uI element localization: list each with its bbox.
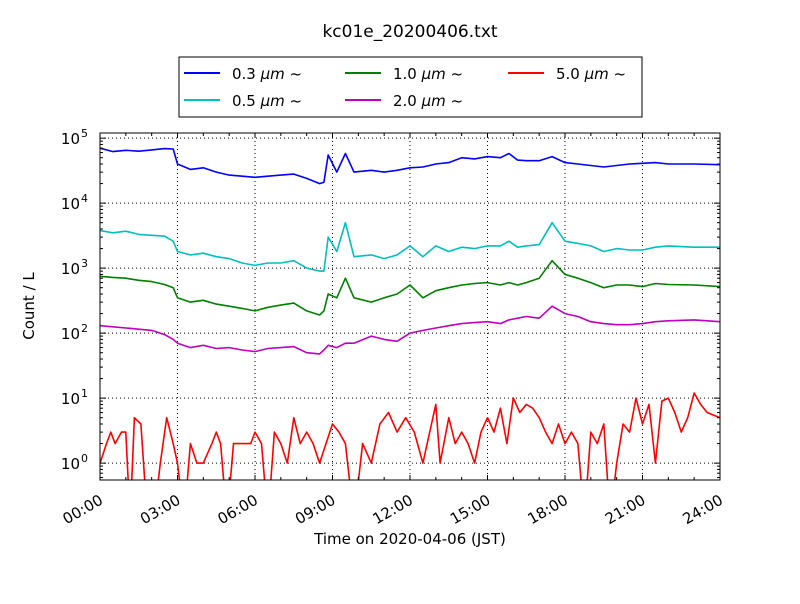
- y-tick-base: 10: [61, 455, 80, 473]
- legend-frame: [178, 56, 643, 118]
- legend-label-prefix: 1.0: [393, 65, 422, 83]
- legend: 0.3 μm ~0.5 μm ~1.0 μm ~2.0 μm ~5.0 μm ~: [178, 56, 643, 118]
- legend-label-suffix: ~: [446, 92, 463, 110]
- axis-ticks: [99, 133, 721, 480]
- y-tick-label: 10: [61, 260, 80, 278]
- x-axis-label: Time on 2020-04-06 (JST): [313, 530, 506, 548]
- legend-label-1: 0.5 μm ~: [232, 92, 302, 110]
- legend-label-2: 1.0 μm ~: [393, 65, 463, 83]
- legend-label-unit: μm: [584, 65, 609, 83]
- y-tick-label: 10: [61, 325, 80, 343]
- y-tick-label: 10: [61, 130, 80, 148]
- y-tick-exponent: 4: [81, 192, 88, 205]
- series-line-0: [100, 147, 720, 185]
- y-tick-base: 10: [61, 325, 80, 343]
- y-tick-exponent: 0: [81, 452, 88, 465]
- y-axis-label: Count / L: [20, 272, 38, 340]
- legend-label-suffix: ~: [285, 65, 302, 83]
- legend-label-unit: μm: [260, 92, 285, 110]
- y-tick-label: 10: [61, 390, 80, 408]
- chart-title: kc01e_20200406.txt: [322, 22, 497, 42]
- series-lines: [100, 147, 720, 480]
- y-tick-label: 10: [61, 195, 80, 213]
- y-tick-exponent: 5: [81, 127, 88, 140]
- series-line-4: [100, 392, 720, 480]
- legend-label-suffix: ~: [609, 65, 626, 83]
- y-tick-exponent: 2: [81, 322, 88, 335]
- y-tick-base: 10: [61, 195, 80, 213]
- series-line-3: [100, 305, 720, 355]
- legend-label-prefix: 5.0: [556, 65, 585, 83]
- y-tick-base: 10: [61, 130, 80, 148]
- legend-label-0: 0.3 μm ~: [232, 65, 302, 83]
- legend-label-prefix: 0.3: [232, 65, 261, 83]
- y-tick-label: 10: [61, 455, 80, 473]
- y-tick-base: 10: [61, 390, 80, 408]
- legend-label-3: 2.0 μm ~: [393, 92, 463, 110]
- series-line-2: [100, 259, 720, 316]
- legend-label-prefix: 2.0: [393, 92, 422, 110]
- legend-label-unit: μm: [260, 65, 285, 83]
- series-line-1: [100, 221, 720, 272]
- legend-label-suffix: ~: [285, 92, 302, 110]
- legend-label-unit: μm: [421, 92, 446, 110]
- legend-label-prefix: 0.5: [232, 92, 261, 110]
- y-tick-exponent: 3: [81, 257, 88, 270]
- legend-label-4: 5.0 μm ~: [556, 65, 626, 83]
- legend-label-unit: μm: [421, 65, 446, 83]
- legend-label-suffix: ~: [446, 65, 463, 83]
- y-tick-exponent: 1: [81, 387, 88, 400]
- y-tick-base: 10: [61, 260, 80, 278]
